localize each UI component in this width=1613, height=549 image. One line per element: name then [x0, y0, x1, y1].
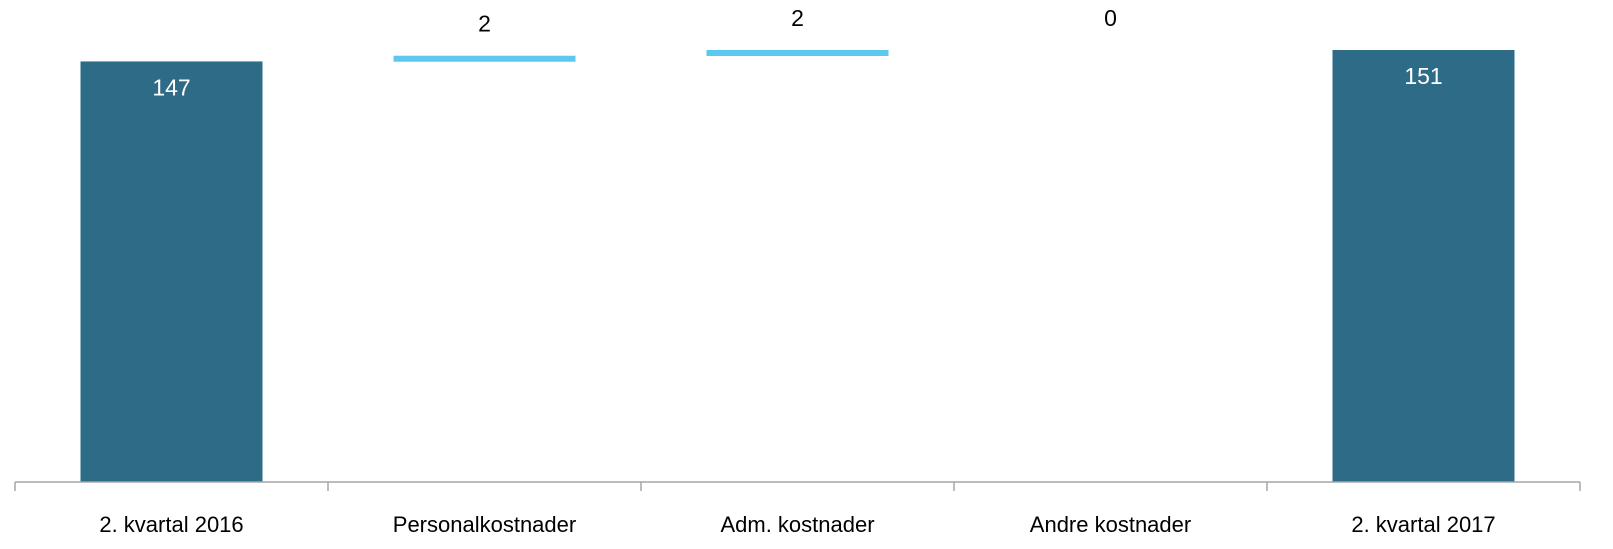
bar-delta-1	[393, 55, 576, 62]
value-label-3: 0	[1104, 5, 1117, 31]
category-label-1: Personalkostnader	[393, 512, 576, 537]
bar-delta-2	[706, 50, 889, 56]
value-label-2: 2	[791, 5, 804, 31]
value-label-4: 151	[1404, 63, 1442, 89]
value-label-1: 2	[478, 11, 491, 37]
category-label-3: Andre kostnader	[1030, 512, 1191, 537]
category-label-0: 2. kvartal 2016	[99, 512, 243, 537]
value-labels-layer: 147 2 2 0 151	[152, 5, 1442, 100]
bars-layer	[80, 50, 1515, 482]
x-axis: 2. kvartal 2016 Personalkostnader Adm. kos…	[14, 481, 1581, 537]
bar-total-4	[1332, 50, 1515, 482]
category-label-4: 2. kvartal 2017	[1351, 512, 1495, 537]
category-label-2: Adm. kostnader	[720, 512, 874, 537]
value-label-0: 147	[152, 74, 190, 100]
bar-total-0	[80, 61, 263, 482]
